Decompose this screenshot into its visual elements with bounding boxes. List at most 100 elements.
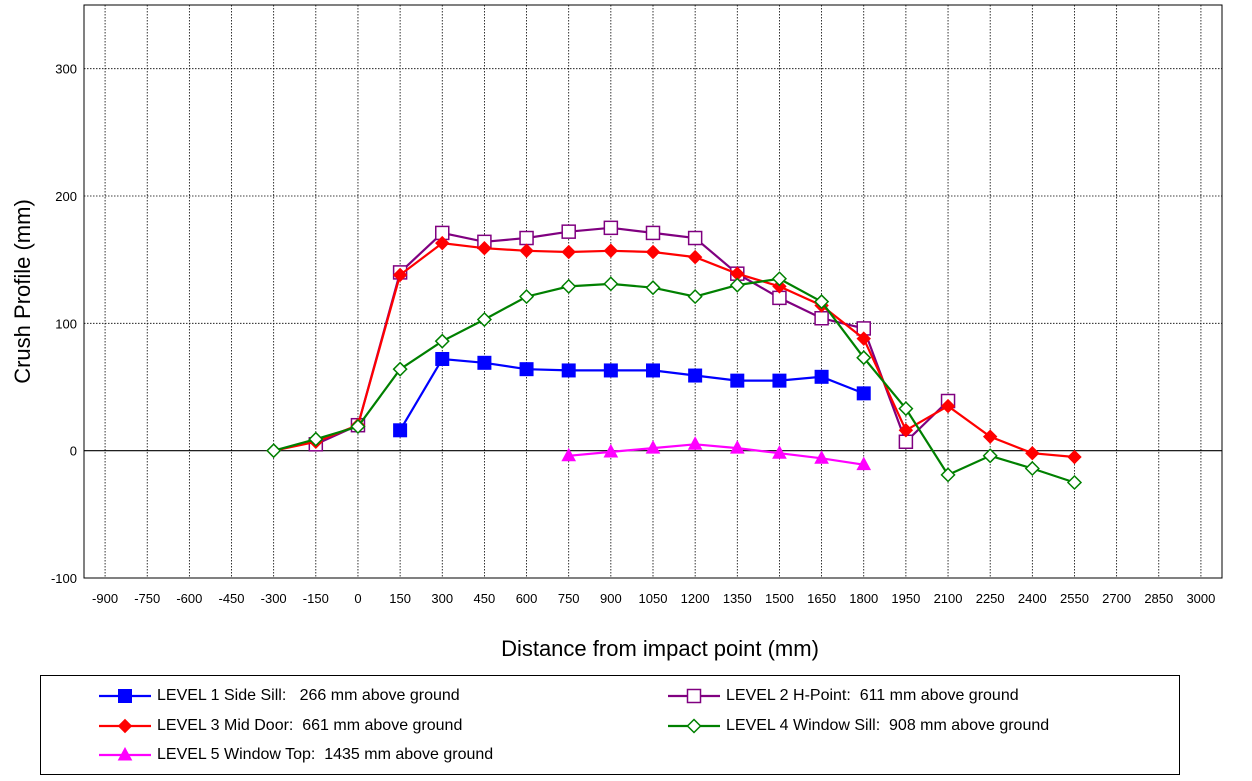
data-point-level-3 [687, 249, 703, 265]
data-point-level-4 [898, 401, 914, 417]
y-tick-labels: -100 0 100 200 300 [51, 62, 77, 586]
data-point-level-1 [688, 368, 703, 383]
data-point-level-4 [1024, 460, 1040, 477]
chart: -900 -750 -600 -450 -300 -150 0 150 300 450 600 750… [10, 4, 1223, 661]
data-point-level-4 [982, 448, 998, 464]
x-tick-label: 2100 [934, 591, 963, 606]
data-point-level-5 [561, 447, 577, 462]
data-point-level-2 [814, 310, 829, 326]
data-point-level-5 [687, 436, 703, 450]
x-tick-label: -300 [261, 591, 287, 606]
x-tick-label: 2550 [1060, 591, 1089, 606]
legend-symbol-level-3 [99, 718, 151, 734]
x-tick-label: 600 [516, 591, 538, 606]
y-axis-title: Crush Profile (mm) [10, 199, 35, 384]
x-tick-label: 450 [474, 591, 496, 606]
data-point-level-4 [392, 361, 408, 377]
data-point-level-5 [603, 443, 619, 458]
y-tick-label: 200 [55, 189, 77, 204]
data-point-level-3 [856, 331, 871, 346]
legend: LEVEL 1 Side Sill: 266 mm above ground L… [40, 675, 1180, 775]
data-point-level-3 [477, 240, 492, 256]
data-point-level-3 [645, 244, 661, 260]
series-level-4 [266, 271, 1083, 491]
legend-marker [118, 689, 132, 703]
legend-label-level-5: LEVEL 5 Window Top: 1435 mm above ground [157, 746, 494, 763]
data-point-level-4 [1066, 474, 1083, 491]
data-point-level-3 [898, 423, 914, 438]
data-point-level-5 [814, 450, 829, 464]
legend-label-level-2: LEVEL 2 H-Point: 611 mm above ground [726, 687, 1019, 704]
x-tick-label: -900 [92, 591, 118, 606]
y-tick-label: 100 [55, 316, 77, 331]
legend-item-level-4: LEVEL 4 Window Sill: 908 mm above ground [666, 716, 1049, 736]
series-layer [266, 220, 1083, 491]
data-point-level-4 [771, 271, 788, 287]
x-tick-label: 1350 [723, 591, 752, 606]
x-axis-title: Distance from impact point (mm) [501, 636, 819, 661]
data-point-level-4 [687, 289, 703, 305]
x-tick-label: 150 [389, 591, 411, 606]
x-tick-label: 0 [354, 591, 361, 606]
data-point-level-3 [392, 267, 408, 283]
series-line-level-5 [568, 443, 864, 466]
legend-marker [117, 747, 133, 761]
data-point-level-4 [940, 467, 956, 483]
data-point-level-5 [856, 456, 872, 471]
data-point-level-5 [645, 440, 661, 454]
legend-marker [686, 688, 702, 704]
data-point-level-2 [687, 230, 703, 246]
data-point-level-2 [645, 225, 661, 241]
series-level-1 [393, 351, 871, 438]
data-point-level-4 [350, 418, 366, 435]
data-point-level-3 [772, 279, 787, 294]
data-point-level-4 [856, 350, 872, 366]
legend-item-level-1: LEVEL 1 Side Sill: 266 mm above ground [97, 686, 460, 706]
x-tick-label: 1200 [681, 591, 710, 606]
legend-symbol-level-1 [99, 689, 151, 703]
data-point-level-3 [1025, 446, 1040, 461]
data-point-level-5 [772, 445, 787, 459]
data-point-level-4 [266, 443, 282, 459]
x-tick-label: -450 [219, 591, 245, 606]
x-tick-label: 1950 [891, 591, 920, 606]
data-point-level-4 [308, 431, 324, 447]
data-point-level-1 [603, 363, 618, 378]
x-tick-label: 1800 [849, 591, 878, 606]
x-tick-label: 3000 [1186, 591, 1215, 606]
data-point-level-3 [519, 243, 534, 258]
data-point-level-1 [519, 362, 534, 377]
data-point-level-1 [435, 351, 450, 366]
legend-label-level-4: LEVEL 4 Window Sill: 908 mm above ground [726, 717, 1050, 734]
legend-label-level-1: LEVEL 1 Side Sill: 266 mm above ground [157, 687, 460, 704]
series-level-5 [561, 436, 872, 471]
data-point-level-1 [646, 363, 660, 378]
y-tick-label: -100 [51, 571, 77, 586]
data-point-level-2 [519, 230, 534, 246]
data-point-level-2 [603, 220, 619, 236]
x-tick-label: -600 [176, 591, 202, 606]
legend-item-level-2: LEVEL 2 H-Point: 611 mm above ground [666, 686, 1019, 706]
legend-symbol-level-2 [668, 688, 720, 704]
x-tick-label: 900 [600, 591, 622, 606]
series-line-level-3 [273, 241, 1075, 459]
x-tick-label: 1650 [807, 591, 836, 606]
data-point-level-4 [603, 276, 619, 292]
data-point-level-2 [561, 224, 576, 239]
legend-symbol-level-4 [668, 718, 720, 734]
data-point-level-3 [982, 429, 998, 444]
legend-marker [686, 718, 702, 734]
series-level-3 [266, 235, 1082, 465]
legend-marker [117, 718, 133, 734]
data-point-level-5 [729, 440, 745, 454]
x-tick-label: 2700 [1102, 591, 1131, 606]
x-tick-label: 2850 [1144, 591, 1173, 606]
data-point-level-3 [561, 244, 576, 260]
data-point-level-1 [856, 386, 871, 401]
data-point-level-1 [814, 369, 829, 384]
x-tick-label: 1050 [639, 591, 668, 606]
data-point-level-4 [476, 311, 492, 328]
x-tick-labels: -900 -750 -600 -450 -300 -150 0 150 300 450 600 750… [92, 591, 1215, 606]
x-tick-label: 2250 [976, 591, 1005, 606]
data-point-level-4 [434, 333, 450, 349]
